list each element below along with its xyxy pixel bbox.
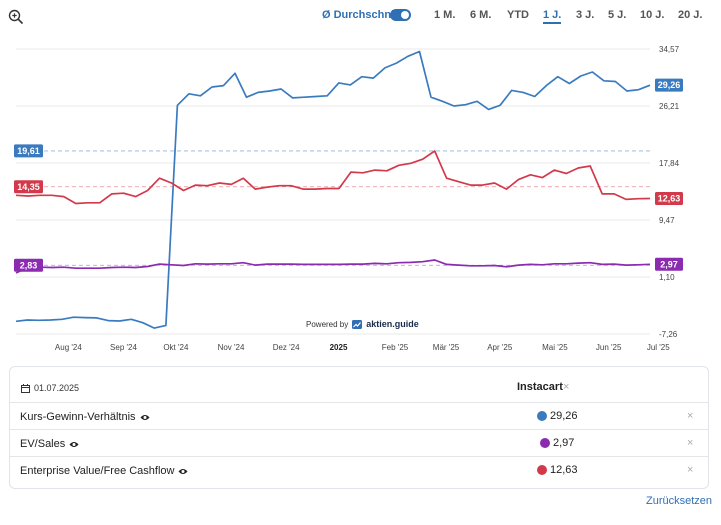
metric-value: 12,63 bbox=[537, 464, 578, 476]
average-badge-bg bbox=[14, 180, 43, 194]
last-value-badge-text: 29,26 bbox=[658, 80, 681, 90]
remove-metric-button[interactable]: × bbox=[687, 464, 694, 476]
x-tick-label: Feb '25 bbox=[382, 343, 409, 352]
series-lines bbox=[15, 50, 651, 329]
last-value-badge-text: 2,97 bbox=[660, 259, 678, 269]
metric-value-text: 2,97 bbox=[553, 437, 575, 449]
x-tick-label: Apr '25 bbox=[487, 343, 513, 352]
average-toggle-label: Ø Durchschnitt bbox=[322, 9, 402, 21]
last-value-badge: 12,63 bbox=[655, 191, 683, 205]
calendar-icon bbox=[21, 383, 30, 393]
metric-label: Kurs-Gewinn-Verhältnis bbox=[20, 411, 150, 423]
y-tick-label: 9,47 bbox=[659, 216, 675, 225]
panel-date: 01.07.2025 bbox=[21, 383, 79, 393]
range-ytd[interactable]: YTD bbox=[507, 9, 529, 21]
metric-label: EV/Sales bbox=[20, 438, 79, 450]
metric-value: 29,26 bbox=[537, 410, 578, 422]
y-axis-ticks: 34,57 26,21 17,84 9,47 1,10 -7,26 bbox=[659, 45, 680, 339]
metric-row-ev-sales: EV/Sales 2,97 × bbox=[10, 430, 708, 457]
metric-value: 2,97 bbox=[540, 437, 574, 449]
zoom-in-icon[interactable] bbox=[8, 9, 24, 25]
y-tick-label: -7,26 bbox=[659, 330, 678, 339]
x-tick-label: Mär '25 bbox=[433, 343, 460, 352]
chart-toolbar: Ø Durchschnitt 1 M. 6 M. YTD 1 J. 3 J. 5… bbox=[0, 0, 721, 32]
x-tick-label: Aug '24 bbox=[55, 343, 82, 352]
company-name: Instacart bbox=[517, 381, 563, 393]
average-badge-text: 19,61 bbox=[17, 146, 40, 156]
value-labels: 19,61 29,26 14,35 12,63 2,83 2,97 bbox=[14, 78, 683, 272]
x-tick-label: Dez '24 bbox=[273, 343, 300, 352]
remove-metric-button[interactable]: × bbox=[687, 410, 694, 422]
last-value-badge-bg bbox=[655, 191, 683, 205]
panel-header: 01.07.2025 Instacart × bbox=[10, 367, 708, 403]
comparison-panel: 01.07.2025 Instacart × Kurs-Gewinn-Verhä… bbox=[9, 366, 709, 489]
range-20y[interactable]: 20 J. bbox=[678, 9, 703, 21]
last-value-badge-bg bbox=[655, 257, 683, 271]
series-line[interactable] bbox=[15, 50, 651, 329]
reset-button[interactable]: Zurücksetzen bbox=[646, 495, 713, 507]
series-line[interactable] bbox=[15, 150, 651, 205]
ratio-line-chart[interactable]: 34,57 26,21 17,84 9,47 1,10 -7,26 Aug '24 Sep … bbox=[0, 30, 721, 356]
metric-label-text: Enterprise Value/Free Cashflow bbox=[20, 465, 175, 477]
remove-company-button[interactable]: × bbox=[563, 381, 570, 393]
range-3y[interactable]: 3 J. bbox=[576, 9, 595, 21]
last-value-badge-text: 12,63 bbox=[658, 193, 681, 203]
panel-date-text: 01.07.2025 bbox=[34, 383, 80, 393]
range-6m[interactable]: 6 M. bbox=[470, 9, 492, 21]
range-5y[interactable]: 5 J. bbox=[608, 9, 627, 21]
metric-row-ev-fcf: Enterprise Value/Free Cashflow 12,63 × bbox=[10, 457, 708, 484]
eye-icon[interactable] bbox=[140, 414, 150, 421]
x-axis-ticks: Aug '24 Sep '24 Okt '24 Nov '24 Dez '24 2025 F… bbox=[55, 343, 670, 352]
metric-value-text: 12,63 bbox=[550, 464, 578, 476]
aktien-guide-logo-icon bbox=[352, 319, 363, 329]
metric-value-text: 29,26 bbox=[550, 410, 578, 422]
eye-icon[interactable] bbox=[178, 468, 188, 475]
range-1m[interactable]: 1 M. bbox=[434, 9, 456, 21]
average-badge-text: 14,35 bbox=[17, 182, 40, 192]
last-value-badge-bg bbox=[655, 78, 683, 92]
toggle-knob bbox=[401, 11, 409, 19]
average-lines bbox=[16, 150, 650, 266]
average-badge: 14,35 bbox=[14, 180, 43, 194]
y-tick-label: 34,57 bbox=[659, 45, 680, 54]
x-tick-label: 2025 bbox=[330, 343, 348, 352]
metric-label: Enterprise Value/Free Cashflow bbox=[20, 465, 188, 477]
series-color-dot bbox=[537, 465, 547, 475]
x-tick-label: Okt '24 bbox=[163, 343, 189, 352]
series-color-dot bbox=[540, 438, 550, 448]
remove-metric-button[interactable]: × bbox=[687, 437, 694, 449]
x-tick-label: Mai '25 bbox=[542, 343, 568, 352]
y-tick-label: 17,84 bbox=[659, 159, 680, 168]
metric-row-kgv: Kurs-Gewinn-Verhältnis 29,26 × bbox=[10, 403, 708, 430]
average-badge: 19,61 bbox=[14, 144, 43, 158]
average-badge-bg bbox=[14, 144, 43, 158]
x-tick-label: Sep '24 bbox=[110, 343, 137, 352]
range-10y[interactable]: 10 J. bbox=[640, 9, 665, 21]
powered-by-brand: aktien.guide bbox=[366, 319, 419, 329]
series-line[interactable] bbox=[15, 259, 651, 274]
average-badge-text: 2,83 bbox=[20, 260, 38, 270]
x-tick-label: Jul '25 bbox=[647, 343, 670, 352]
eye-icon[interactable] bbox=[69, 441, 79, 448]
metric-label-text: EV/Sales bbox=[20, 438, 66, 450]
metric-label-text: Kurs-Gewinn-Verhältnis bbox=[20, 411, 136, 423]
powered-by: Powered by aktien.guide bbox=[306, 319, 419, 329]
last-value-badge: 2,97 bbox=[655, 257, 683, 271]
powered-by-prefix: Powered by bbox=[306, 319, 349, 329]
last-value-badge: 29,26 bbox=[655, 78, 683, 92]
average-badge-bg bbox=[14, 258, 43, 272]
x-tick-label: Nov '24 bbox=[218, 343, 245, 352]
range-1y[interactable]: 1 J. bbox=[543, 9, 562, 24]
average-badge: 2,83 bbox=[14, 258, 43, 272]
average-toggle[interactable] bbox=[390, 9, 411, 21]
series-color-dot bbox=[537, 411, 547, 421]
x-tick-label: Jun '25 bbox=[596, 343, 622, 352]
chart-grid bbox=[16, 48, 650, 335]
y-tick-label: 26,21 bbox=[659, 102, 680, 111]
y-tick-label: 1,10 bbox=[659, 273, 675, 282]
